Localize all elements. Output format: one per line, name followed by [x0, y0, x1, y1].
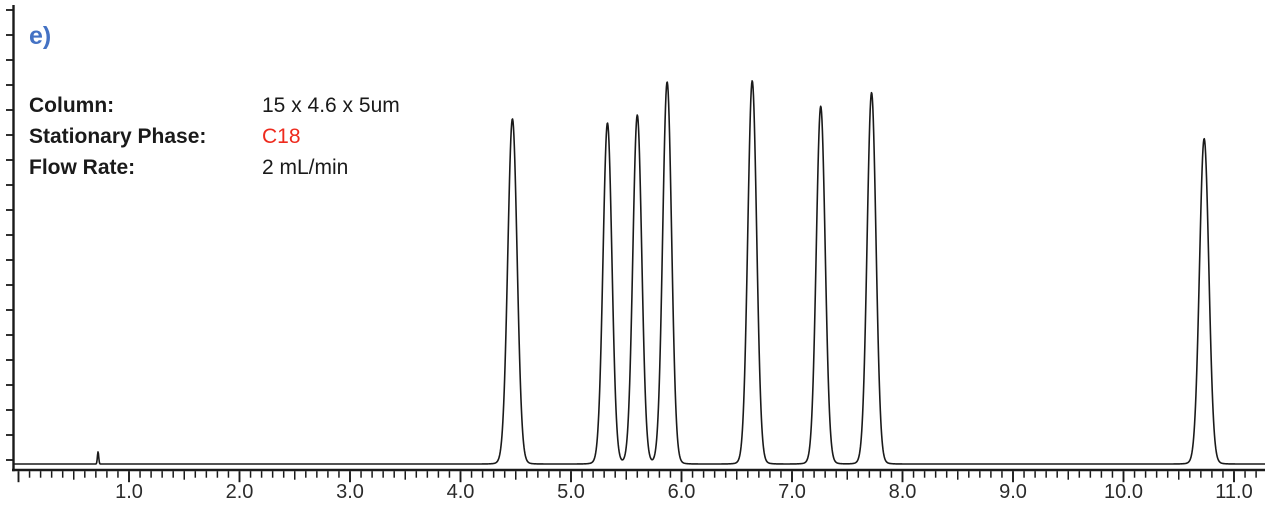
annotation-row-stationary-phase: Stationary Phase: C18 [29, 121, 400, 152]
chromatogram-trace [13, 80, 1265, 465]
x-axis-tick-label: 3.0 [336, 481, 364, 503]
x-axis-tick-label: 6.0 [668, 481, 696, 503]
x-axis-tick-label: 4.0 [447, 481, 475, 503]
annotation-row-column: Column: 15 x 4.6 x 5um [29, 90, 400, 121]
annotation-row-flow-rate: Flow Rate: 2 mL/min [29, 152, 400, 183]
x-axis-tick-label: 2.0 [226, 481, 254, 503]
annotation-label: Column: [29, 94, 115, 117]
x-axis-tick-label: 8.0 [889, 481, 917, 503]
x-axis-ticks [17, 471, 1257, 483]
y-axis-ticks [6, 9, 14, 461]
annotation-label: Stationary Phase: [29, 125, 207, 148]
x-axis-tick-label: 11.0 [1215, 481, 1252, 503]
annotation-value: 15 x 4.6 x 5um [262, 94, 400, 117]
x-axis-tick-label: 9.0 [999, 481, 1027, 503]
x-axis-tick-label: 7.0 [778, 481, 806, 503]
x-axis-tick-label: 10.0 [1104, 481, 1143, 503]
annotation-value: 2 mL/min [262, 156, 349, 179]
x-axis-tick-label: 1.0 [115, 481, 143, 503]
annotation-label: Flow Rate: [29, 156, 136, 179]
x-axis-tick-label: 5.0 [557, 481, 585, 503]
panel-label: e) [29, 22, 52, 50]
x-axis-tick-labels: 1.0 2.0 3.0 4.0 5.0 6.0 7.0 8.0 9.0 10.0 11.0 [115, 481, 1253, 503]
method-annotations: Column: 15 x 4.6 x 5um Stationary Phase:… [29, 90, 400, 183]
annotation-value: C18 [262, 125, 301, 148]
axes [12, 5, 1265, 472]
